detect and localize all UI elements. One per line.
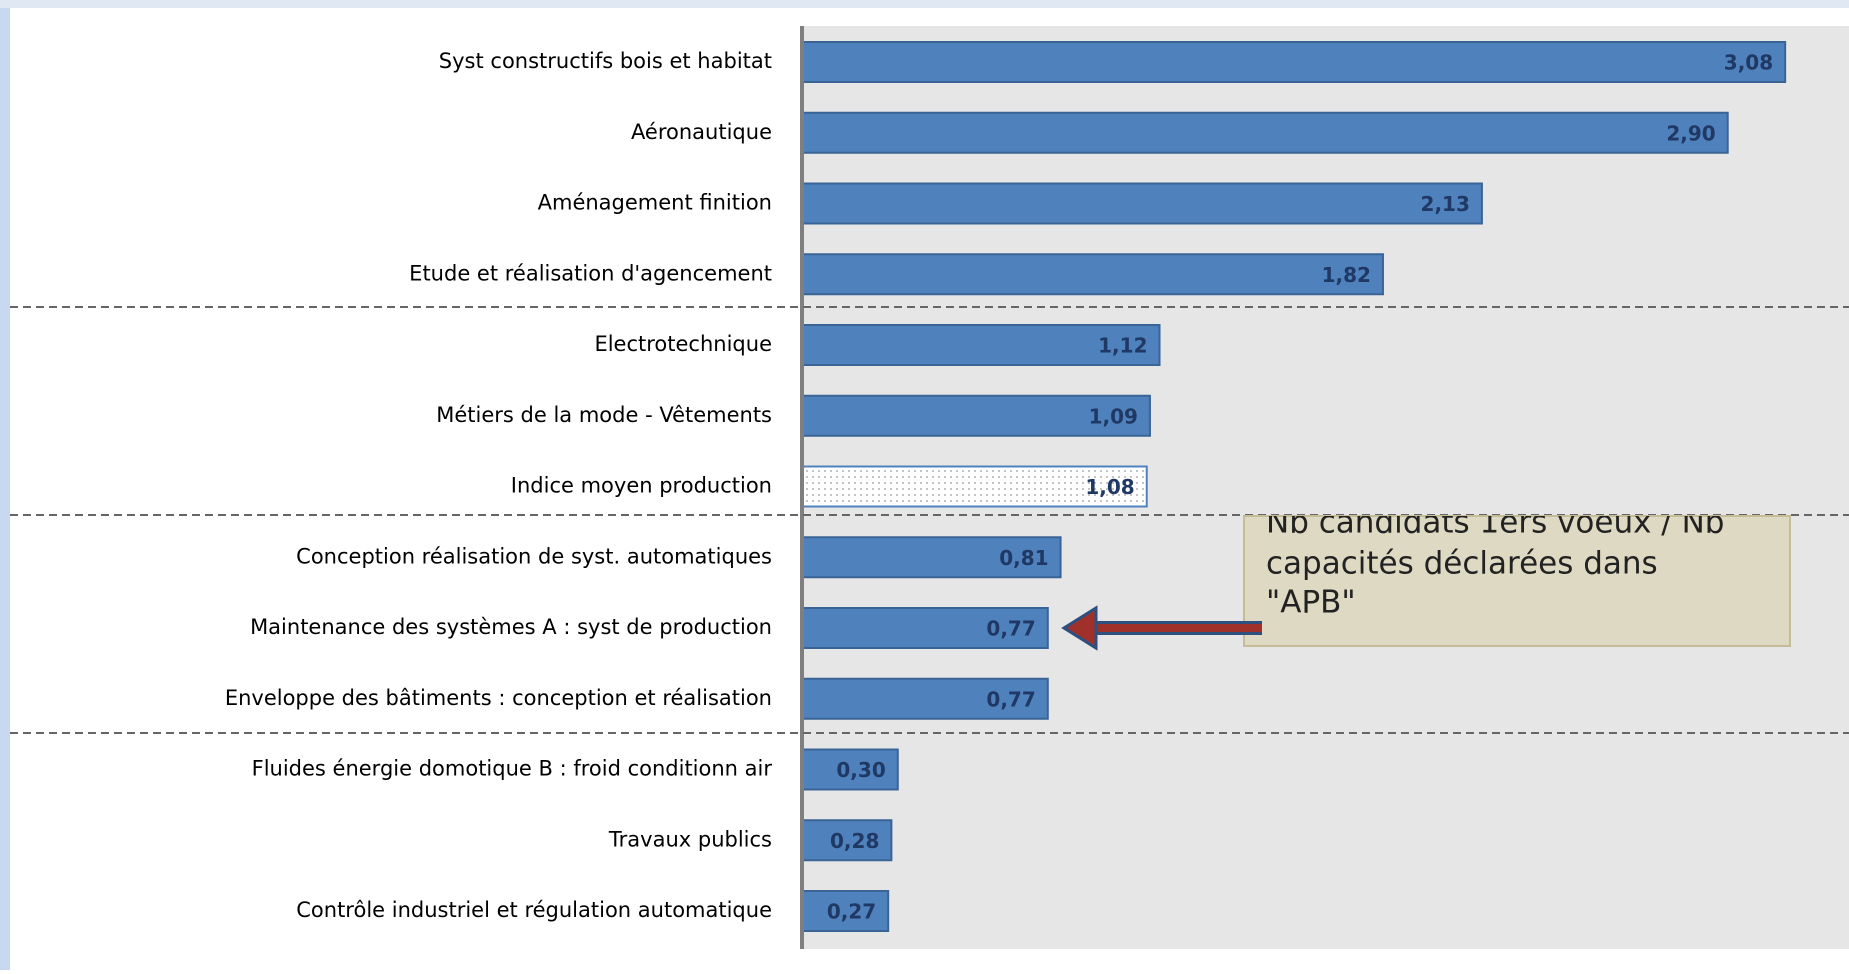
value-label: 2,90 bbox=[1666, 121, 1715, 145]
bar bbox=[801, 677, 1049, 720]
annotation-text: Nb candidats 1ers voeux / Nb bbox=[1266, 505, 1724, 541]
category-label: Maintenance des systèmes A : syst de pro… bbox=[250, 615, 772, 639]
page-edge bbox=[0, 0, 10, 970]
annotation-text: capacités déclarées dans bbox=[1266, 546, 1658, 582]
bar bbox=[801, 182, 1483, 225]
category-label: Fluides énergie domotique B : froid cond… bbox=[252, 757, 773, 781]
bar bbox=[801, 253, 1384, 296]
category-label: Syst constructifs bois et habitat bbox=[439, 49, 772, 73]
value-label: 3,08 bbox=[1724, 51, 1773, 75]
bar bbox=[801, 324, 1161, 366]
category-label: Etude et réalisation d'agencement bbox=[409, 261, 772, 285]
bar bbox=[801, 111, 1729, 154]
value-label: 0,81 bbox=[999, 546, 1048, 570]
value-label: 0,28 bbox=[830, 829, 879, 853]
page-edge bbox=[0, 0, 1849, 8]
category-label: Electrotechnique bbox=[594, 332, 772, 356]
category-label: Conception réalisation de syst. automati… bbox=[296, 544, 772, 568]
category-label: Contrôle industriel et régulation automa… bbox=[296, 898, 772, 922]
category-label: Enveloppe des bâtiments : conception et … bbox=[225, 686, 772, 710]
bar bbox=[801, 607, 1049, 649]
value-label: 2,13 bbox=[1421, 192, 1470, 216]
bar bbox=[801, 465, 1148, 508]
category-label: Métiers de la mode - Vêtements bbox=[436, 403, 772, 427]
bar bbox=[801, 536, 1062, 579]
category-label: Aéronautique bbox=[631, 120, 772, 144]
value-label: 1,09 bbox=[1089, 404, 1138, 428]
value-label: 1,82 bbox=[1322, 263, 1371, 287]
bar bbox=[801, 394, 1151, 437]
value-label: 0,30 bbox=[836, 758, 885, 782]
bar bbox=[801, 41, 1787, 83]
category-label: Aménagement finition bbox=[538, 191, 772, 215]
annotation-box bbox=[1243, 515, 1791, 647]
value-label: 1,12 bbox=[1098, 334, 1147, 358]
value-label: 0,77 bbox=[986, 617, 1035, 641]
value-label: 0,27 bbox=[827, 900, 876, 924]
category-label: Indice moyen production bbox=[511, 474, 772, 498]
value-label: 1,08 bbox=[1085, 475, 1134, 499]
annotation-text: "APB" bbox=[1266, 585, 1356, 621]
category-label: Travaux publics bbox=[608, 827, 772, 851]
bar bbox=[801, 748, 899, 791]
value-label: 0,77 bbox=[986, 687, 1035, 711]
arrow bbox=[1061, 605, 1262, 651]
